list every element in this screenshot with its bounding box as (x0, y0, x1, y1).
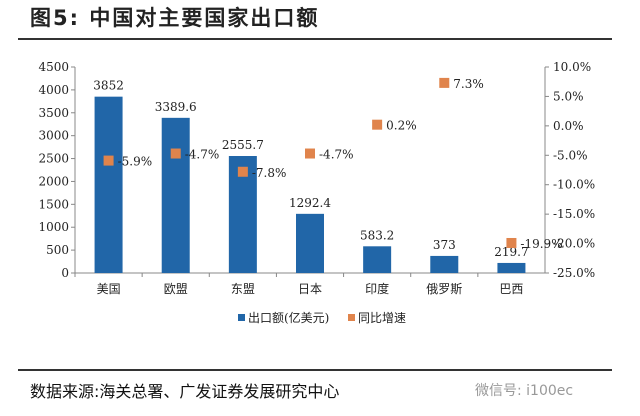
legend-growth-swatch (348, 314, 355, 321)
bar-3 (296, 213, 324, 273)
left-tick-label: 500 (46, 243, 69, 257)
bar-0 (94, 96, 123, 273)
bar-value-label: 3389.6 (155, 100, 197, 114)
growth-marker-4 (372, 119, 383, 130)
growth-marker-5 (439, 77, 450, 88)
growth-marker-0 (103, 155, 114, 166)
left-tick-label: 1500 (38, 197, 69, 211)
right-tick-label: -5.0% (553, 148, 588, 162)
left-tick-label: 3500 (38, 106, 69, 120)
growth-marker-1 (170, 148, 181, 159)
category-label: 印度 (365, 281, 389, 296)
bar-1 (161, 117, 190, 274)
bar-value-label: 2555.7 (222, 138, 264, 152)
right-tick-label: 5.0% (553, 89, 584, 103)
bottom-rule (18, 369, 612, 371)
figure-title: 图5: 中国对主要国家出口额 (30, 6, 320, 30)
left-tick-label: 1000 (38, 220, 69, 234)
right-tick-label: -15.0% (553, 207, 595, 221)
bar-value-label: 219.7 (494, 245, 528, 259)
right-tick-label: -10.0% (553, 178, 595, 192)
left-tick-label: 0 (61, 266, 69, 280)
top-rule (18, 38, 612, 40)
category-label: 俄罗斯 (426, 282, 462, 296)
growth-label: -5.9% (118, 155, 153, 169)
legend-bar-swatch (238, 314, 245, 321)
legend-growth-label: 同比增速 (358, 311, 406, 325)
category-label: 日本 (298, 282, 322, 296)
growth-label: 7.3% (453, 77, 484, 91)
growth-label: -7.8% (252, 166, 287, 180)
growth-label: 0.2% (386, 119, 417, 133)
chart: 0 500 1000 1500 2000 2500 3000 3500 4000 4500 -25.… (38, 60, 595, 325)
category-label: 欧盟 (164, 282, 188, 296)
bar-value-label: 3852 (93, 79, 124, 93)
watermark: 微信号: i100ec (475, 383, 574, 399)
category-label: 巴西 (499, 282, 523, 296)
bar-5 (430, 255, 459, 273)
left-tick-label: 3000 (38, 129, 69, 143)
right-tick-label: 10.0% (553, 60, 591, 74)
category-label: 东盟 (231, 282, 255, 296)
growth-marker-6 (506, 237, 517, 248)
legend-bar-label: 出口额(亿美元) (248, 310, 329, 325)
left-tick-label: 2500 (38, 152, 69, 166)
bar-6 (497, 262, 526, 273)
bar-value-label: 583.2 (360, 228, 394, 242)
left-tick-label: 2000 (38, 174, 69, 188)
growth-label: -19.9% (520, 237, 562, 251)
bar-4 (363, 246, 392, 273)
source-note: 数据来源:海关总署、广发证券发展研究中心 (30, 382, 340, 401)
growth-marker-2 (237, 166, 248, 177)
growth-label: -4.7% (319, 148, 354, 162)
left-tick-label: 4000 (38, 83, 69, 97)
category-label: 美国 (97, 282, 121, 296)
right-tick-label: -25.0% (553, 266, 595, 280)
bar-value-label: 373 (433, 238, 456, 252)
left-tick-label: 4500 (38, 60, 69, 74)
growth-marker-3 (305, 148, 315, 159)
right-tick-label: -20.0% (553, 237, 595, 251)
growth-label: -4.7% (185, 148, 220, 162)
right-tick-label: 0.0% (553, 119, 584, 133)
bar-value-label: 1292.4 (289, 196, 331, 210)
